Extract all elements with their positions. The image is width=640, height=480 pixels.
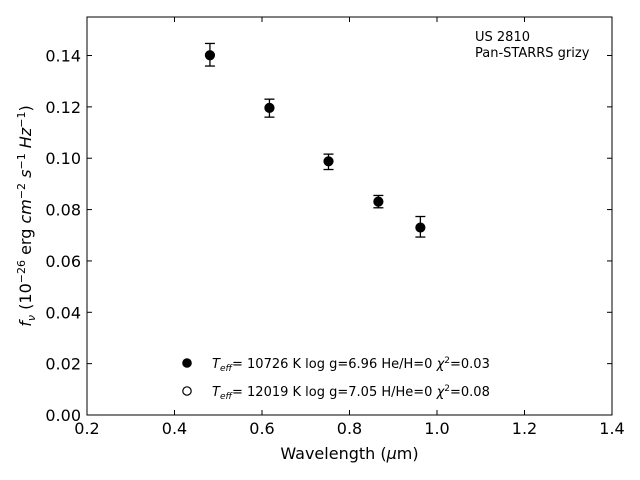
plot-frame bbox=[86, 16, 613, 416]
model-point-open bbox=[373, 196, 384, 207]
annotation-survey-name: Pan-STARRS grizy bbox=[475, 46, 590, 61]
y-axis-label-text: fν (10−26 erg cm−2 s−1 Hz−1) bbox=[15, 105, 38, 326]
x-tick-label: 0.8 bbox=[337, 419, 362, 438]
annotation: US 2810 Pan-STARRS grizy bbox=[475, 30, 590, 61]
y-tick-label: 0.04 bbox=[45, 303, 81, 322]
y-tick-label: 0.00 bbox=[45, 406, 81, 425]
model-point-open bbox=[323, 156, 334, 167]
model-point-open bbox=[415, 222, 426, 233]
data-markers bbox=[204, 50, 426, 233]
legend-marker-filled bbox=[182, 358, 192, 368]
x-tick-label: 0.4 bbox=[162, 419, 187, 438]
legend: Teff= 10726 K log g=6.96 He/H=0 χ2=0.03 T… bbox=[182, 356, 490, 402]
annotation-object-name: US 2810 bbox=[475, 30, 530, 45]
y-tick-label: 0.08 bbox=[45, 201, 81, 220]
legend-label: Teff= 10726 K log g=6.96 He/H=0 χ2=0.03 bbox=[212, 356, 490, 374]
y-axis-label: fν (10−26 erg cm−2 s−1 Hz−1) bbox=[15, 105, 38, 326]
x-tick-label: 0.6 bbox=[249, 419, 274, 438]
x-tick-label: 1.2 bbox=[512, 419, 537, 438]
y-tick-label: 0.10 bbox=[45, 149, 81, 168]
plot-area bbox=[204, 42, 426, 238]
model-point-open bbox=[264, 102, 275, 113]
y-tick-label: 0.12 bbox=[45, 98, 81, 117]
x-label-part: m) bbox=[397, 444, 419, 463]
x-axis-label: Wavelength (μm) bbox=[280, 444, 418, 463]
x-tick-label: 1.0 bbox=[424, 419, 449, 438]
x-label-mu: μ bbox=[386, 444, 397, 463]
x-tick-label: 1.4 bbox=[599, 419, 624, 438]
x-tick-label: 0.2 bbox=[74, 419, 99, 438]
x-label-part: Wavelength ( bbox=[280, 444, 386, 463]
y-tick-label: 0.14 bbox=[45, 47, 81, 66]
legend-marker-open bbox=[182, 386, 192, 396]
y-tick-label: 0.02 bbox=[45, 355, 81, 374]
axis-ticks: 0.2 0.4 0.6 0.8 1.0 1.2 1.4 0.00 0.02 0.04 0.06 0.0… bbox=[45, 17, 625, 438]
model-point-open bbox=[204, 50, 216, 61]
y-tick-label: 0.06 bbox=[45, 252, 81, 271]
legend-label: Teff= 12019 K log g=7.05 H/He=0 χ2=0.08 bbox=[212, 384, 490, 402]
